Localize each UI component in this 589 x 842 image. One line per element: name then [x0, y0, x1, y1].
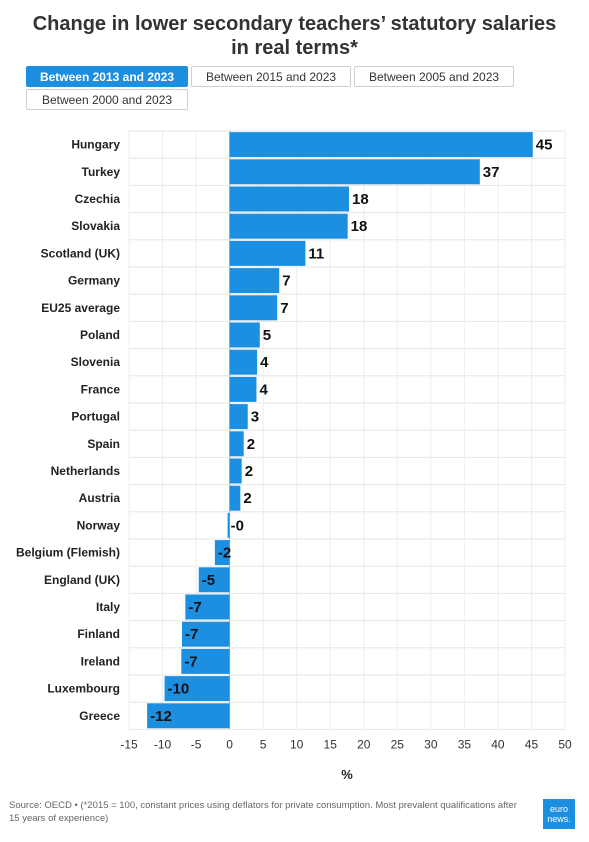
value-label: -12 [150, 708, 172, 725]
x-tick-label: 25 [391, 737, 405, 751]
category-label: Germany [68, 274, 120, 288]
bar[interactable] [229, 186, 350, 212]
bar[interactable] [181, 621, 230, 647]
bar[interactable] [229, 213, 348, 239]
tab-2005-2023[interactable]: Between 2005 and 2023 [354, 66, 514, 87]
x-tick-label: 10 [290, 737, 304, 751]
bar[interactable] [229, 132, 533, 158]
category-label: Italy [96, 600, 120, 614]
value-label: -0 [231, 517, 244, 534]
bars [147, 132, 533, 729]
x-tick-label: -5 [191, 737, 202, 751]
value-label: 5 [263, 327, 271, 344]
source-note: Source: OECD • (*2015 = 100, constant pr… [9, 800, 517, 824]
category-label: France [81, 382, 121, 396]
category-label: Spain [87, 437, 120, 451]
x-tick-label: -15 [120, 737, 138, 751]
euronews-logo: euro news. [543, 799, 575, 829]
value-label: 4 [259, 381, 268, 398]
bar[interactable] [229, 295, 278, 321]
bar[interactable] [229, 458, 242, 484]
x-tick-label: -10 [154, 737, 172, 751]
x-axis-label: % [341, 767, 353, 782]
x-tick-label: 0 [226, 737, 233, 751]
bar[interactable] [229, 159, 480, 185]
bar[interactable] [229, 268, 280, 294]
grid-lines [128, 130, 566, 730]
value-label: 4 [260, 354, 269, 371]
category-label: Belgium (Flemish) [16, 546, 120, 560]
value-label: 3 [251, 409, 259, 426]
x-tick-label: 20 [357, 737, 371, 751]
x-axis-ticks: -15 -10 -5 0 5 10 15 20 25 30 35 40 45 50 [120, 737, 572, 751]
bar[interactable] [214, 540, 230, 566]
value-label: 7 [280, 300, 288, 317]
value-label: -7 [185, 626, 198, 643]
category-label: Netherlands [51, 464, 121, 478]
x-tick-label: 5 [260, 737, 267, 751]
category-label: Finland [77, 627, 120, 641]
bar[interactable] [229, 431, 244, 457]
bar[interactable] [229, 376, 257, 402]
category-label: Turkey [82, 165, 121, 179]
bar[interactable] [147, 703, 230, 729]
category-label: Slovenia [71, 355, 121, 369]
category-label: Czechia [75, 192, 121, 206]
bar[interactable] [198, 567, 230, 593]
bar[interactable] [229, 485, 241, 511]
logo-line-1: euro [549, 804, 568, 814]
category-label: Greece [79, 709, 120, 723]
bar[interactable] [181, 648, 230, 674]
title-line-1: Change in lower secondary teachers’ stat… [32, 13, 557, 35]
chart-title: Change in lower secondary teachers’ stat… [0, 12, 589, 60]
title-line-2: in real terms* [231, 37, 358, 59]
category-label: Austria [79, 491, 121, 505]
tab-2000-2023[interactable]: Between 2000 and 2023 [26, 89, 188, 110]
bar[interactable] [164, 676, 230, 702]
x-tick-label: 40 [491, 737, 505, 751]
bar[interactable] [185, 594, 230, 620]
x-tick-label: 30 [424, 737, 438, 751]
category-label: Ireland [81, 654, 120, 668]
value-label: -10 [168, 681, 190, 698]
value-label: 37 [483, 164, 500, 181]
category-label: Scotland (UK) [41, 246, 120, 260]
category-label: Portugal [71, 410, 120, 424]
value-label: 18 [352, 191, 369, 208]
value-label: -7 [184, 653, 197, 670]
category-label: Slovakia [71, 219, 120, 233]
x-tick-label: 45 [525, 737, 539, 751]
bar[interactable] [227, 512, 230, 538]
value-label: 45 [536, 137, 553, 154]
logo-line-2: news. [547, 814, 571, 824]
bar[interactable] [229, 240, 306, 266]
bar[interactable] [229, 349, 258, 375]
x-tick-label: 50 [558, 737, 572, 751]
value-label: -5 [202, 572, 215, 589]
tab-2013-2023[interactable]: Between 2013 and 2023 [26, 66, 188, 87]
category-label: Hungary [71, 138, 120, 152]
value-label: 2 [243, 490, 251, 507]
value-label: 7 [282, 273, 290, 290]
category-label: Poland [80, 328, 120, 342]
value-label: 18 [351, 218, 368, 235]
tab-2015-2023[interactable]: Between 2015 and 2023 [191, 66, 351, 87]
category-label: England (UK) [44, 573, 120, 587]
category-label: Norway [77, 518, 121, 532]
value-label: -2 [218, 545, 231, 562]
bar[interactable] [229, 322, 260, 348]
value-label: 2 [247, 436, 255, 453]
bar[interactable] [229, 404, 248, 430]
value-label: 11 [308, 245, 324, 262]
category-label: EU25 average [41, 301, 120, 315]
x-tick-label: 15 [324, 737, 338, 751]
category-label: Luxembourg [47, 682, 120, 696]
x-tick-label: 35 [458, 737, 472, 751]
value-label: -7 [188, 599, 201, 616]
value-label: 2 [245, 463, 253, 480]
